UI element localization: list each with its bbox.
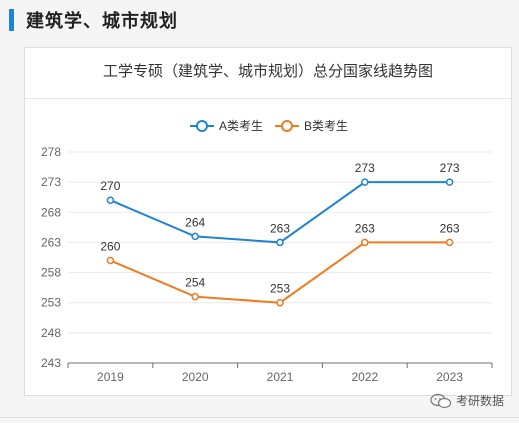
data-label: 260 <box>100 240 120 254</box>
legend-label: A类考生 <box>219 119 263 133</box>
data-label: 263 <box>440 221 460 235</box>
y-tick-label: 258 <box>41 266 61 280</box>
x-tick-label: 2023 <box>436 370 463 384</box>
data-point <box>106 196 115 204</box>
x-tick-label: 2022 <box>351 370 378 384</box>
data-point <box>276 298 284 307</box>
data-point <box>361 178 369 186</box>
y-tick-label: 268 <box>41 205 61 219</box>
x-tick-label: 2021 <box>267 370 294 384</box>
legend-marker <box>281 120 293 132</box>
data-label: 254 <box>185 276 205 290</box>
data-point <box>445 238 454 247</box>
chart-card: 工学专硕（建筑学、城市规划）总分国家线趋势图 <box>24 47 512 396</box>
title-divider <box>25 98 511 99</box>
data-point <box>276 238 284 247</box>
x-tick-label: 2020 <box>182 370 209 384</box>
data-label: 273 <box>440 161 460 175</box>
data-label: 270 <box>100 179 120 193</box>
section-header: 建筑学、城市规划 <box>9 7 509 33</box>
chart-title: 工学专硕（建筑学、城市规划）总分国家线趋势图 <box>102 63 433 80</box>
data-label: 263 <box>355 221 375 235</box>
data-point <box>361 238 369 247</box>
legend-marker <box>196 120 208 132</box>
data-point <box>445 178 454 186</box>
section-title: 建筑学、城市规划 <box>26 11 178 31</box>
bottom-divider <box>0 417 519 418</box>
watermark-text: 考研数据 <box>456 394 505 408</box>
data-point <box>106 256 115 265</box>
data-label: 264 <box>185 215 205 229</box>
y-tick-label: 278 <box>41 145 61 159</box>
data-label: 253 <box>270 282 290 296</box>
data-point <box>191 232 199 241</box>
y-tick-label: 243 <box>41 356 61 370</box>
watermark: 考研数据 <box>430 392 504 409</box>
data-point <box>191 292 199 301</box>
accent-bar <box>9 9 14 31</box>
x-tick-label: 2019 <box>97 370 124 384</box>
y-tick-label: 273 <box>41 175 61 189</box>
y-tick-label: 248 <box>41 326 61 340</box>
data-label: 263 <box>270 221 290 235</box>
wechat-icon <box>430 393 452 408</box>
y-tick-label: 253 <box>41 296 61 310</box>
y-tick-label: 263 <box>41 235 61 249</box>
legend-label: B类考生 <box>304 119 348 133</box>
data-label: 273 <box>355 161 375 175</box>
